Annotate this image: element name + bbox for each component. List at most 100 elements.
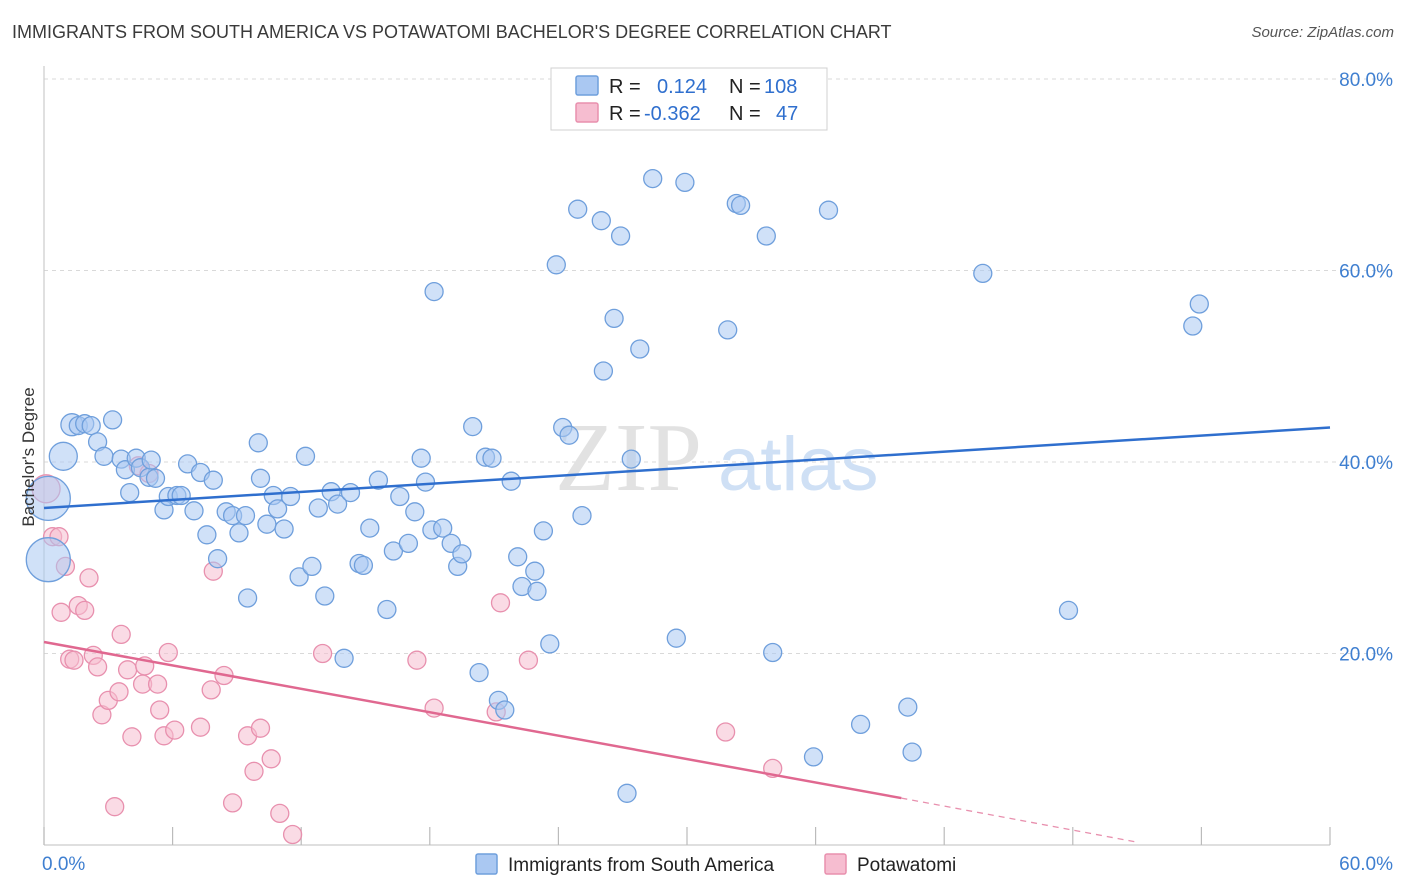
potawatomi-trend-extension <box>901 797 1138 843</box>
bottom-legend-label-south-america: Immigrants from South America <box>508 855 775 876</box>
potawatomi-point <box>244 761 264 781</box>
south-america-point <box>197 525 217 545</box>
legend-n-value-2: 47 <box>776 103 798 125</box>
legend-swatch-south-america <box>575 75 599 96</box>
south-america-point <box>568 199 588 219</box>
south-america-point <box>340 482 361 503</box>
potawatomi-point <box>150 700 170 720</box>
potawatomi-point <box>109 682 129 702</box>
potawatomi-point <box>51 602 71 622</box>
south-america-point <box>229 523 249 543</box>
potawatomi-point <box>270 803 290 824</box>
potawatomi-trend-line <box>43 640 902 800</box>
x-tick-label: 60.0% <box>1339 854 1393 875</box>
legend-n-value-1: 108 <box>764 76 797 98</box>
potawatomi-point <box>147 674 168 694</box>
south-america-point <box>621 449 641 469</box>
south-america-point <box>145 468 166 488</box>
south-america-point <box>184 501 204 521</box>
potawatomi-point <box>250 718 271 738</box>
south-america-point <box>675 172 695 193</box>
correlation-legend: R = 0.124 N = 108 R = -0.362 N = 47 <box>550 67 828 131</box>
potawatomi-point <box>261 749 281 769</box>
south-america-point <box>25 537 71 583</box>
south-america-point <box>533 521 554 541</box>
south-america-point <box>643 168 663 189</box>
trend-lines <box>43 426 1331 843</box>
south-america-point <box>368 470 389 490</box>
south-america-point <box>250 468 271 488</box>
south-america-point <box>353 555 374 576</box>
south-america-trend-line <box>43 426 1331 510</box>
legend-r-value-1: 0.124 <box>657 76 707 98</box>
south-america-point <box>390 486 410 507</box>
south-america-point <box>203 470 223 490</box>
south-america-point <box>495 700 515 720</box>
y-axis-label: Bachelor's Degree <box>19 387 38 526</box>
legend-r-value-2: -0.362 <box>644 103 701 125</box>
south-america-point <box>818 200 839 220</box>
south-america-point <box>295 446 316 466</box>
potawatomi-point <box>165 720 185 740</box>
potawatomi-point <box>201 680 221 700</box>
south-america-point <box>315 586 335 606</box>
legend-n-label-1: N = <box>729 76 761 98</box>
potawatomi-point <box>190 717 211 737</box>
south-america-point <box>267 499 288 519</box>
south-america-point <box>424 281 444 302</box>
south-america-point <box>1183 316 1203 336</box>
south-america-point <box>102 410 123 430</box>
bottom-legend-swatch-potawatomi <box>824 853 847 875</box>
south-america-points <box>25 168 1209 803</box>
series-legend: Immigrants from South America Potawatomi <box>475 853 956 876</box>
potawatomi-point <box>122 727 142 747</box>
potawatomi-point <box>158 642 178 663</box>
south-america-point <box>630 339 650 359</box>
potawatomi-point <box>222 793 243 813</box>
south-america-point <box>593 361 614 381</box>
potawatomi-point <box>282 824 303 845</box>
south-america-point <box>610 226 631 246</box>
south-america-point <box>248 433 268 453</box>
potawatomi-point <box>117 660 138 680</box>
south-america-point <box>756 226 776 246</box>
south-america-point <box>902 742 922 762</box>
potawatomi-point <box>518 650 539 670</box>
south-america-point <box>415 472 436 492</box>
south-america-point <box>360 518 380 538</box>
legend-swatch-potawatomi <box>575 102 599 123</box>
y-tick-label: 40.0% <box>1339 453 1393 474</box>
potawatomi-point <box>312 643 333 664</box>
grid-lines <box>44 78 1392 654</box>
potawatomi-point <box>64 650 84 670</box>
south-america-point <box>546 255 566 275</box>
south-america-point <box>730 195 751 216</box>
potawatomi-point <box>105 797 125 817</box>
bottom-legend-label-potawatomi: Potawatomi <box>857 855 956 876</box>
south-america-point <box>171 485 191 506</box>
south-america-point <box>25 475 71 522</box>
south-america-point <box>289 567 309 587</box>
chart-title: IMMIGRANTS FROM SOUTH AMERICA VS POTAWAT… <box>12 22 892 42</box>
south-america-point <box>572 505 592 526</box>
potawatomi-point <box>75 600 95 621</box>
y-tick-label: 20.0% <box>1339 645 1393 666</box>
bottom-legend-swatch-south-america <box>475 853 498 875</box>
south-america-point <box>718 320 738 340</box>
south-america-point <box>302 556 322 577</box>
potawatomi-point <box>87 657 108 677</box>
south-america-point <box>527 581 547 601</box>
potawatomi-point <box>715 722 736 742</box>
south-america-point <box>433 518 453 538</box>
y-tick-label: 60.0% <box>1339 262 1393 283</box>
south-america-point <box>973 263 993 284</box>
legend-r-label-2: R = <box>609 103 641 125</box>
south-america-point <box>411 448 431 468</box>
south-america-point <box>803 747 824 767</box>
south-america-point <box>763 642 783 663</box>
potawatomi-point <box>407 650 427 670</box>
south-america-point <box>898 697 918 717</box>
south-america-point <box>591 211 611 231</box>
south-america-point <box>274 519 294 539</box>
